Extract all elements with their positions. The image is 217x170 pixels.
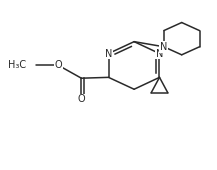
Text: N: N bbox=[105, 49, 112, 58]
Text: H₃C: H₃C bbox=[8, 60, 26, 70]
Text: O: O bbox=[55, 61, 62, 70]
Text: O: O bbox=[77, 95, 85, 104]
Text: N: N bbox=[156, 49, 163, 58]
Text: N: N bbox=[160, 42, 168, 52]
